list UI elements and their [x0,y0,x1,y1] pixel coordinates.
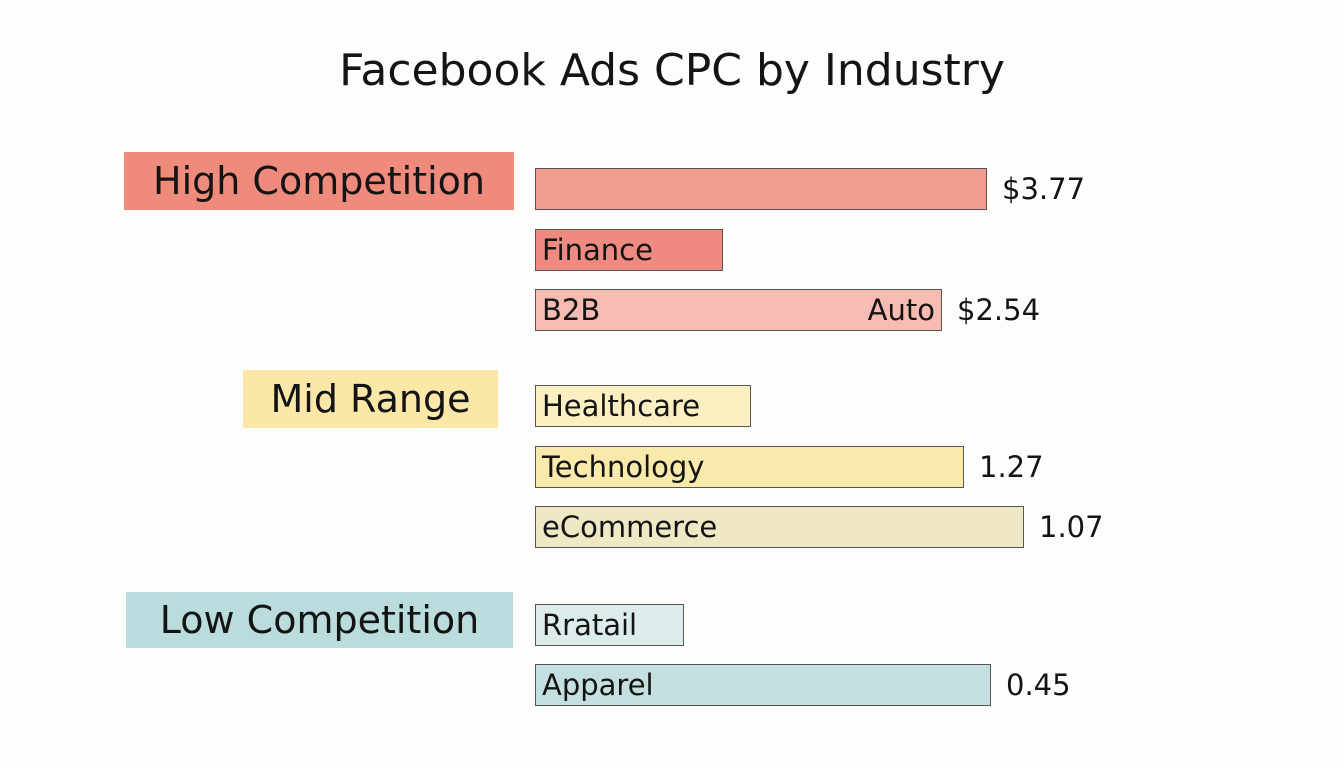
value-label: 1.27 [979,450,1044,484]
bar: eCommerce [535,506,1024,548]
bar-label: eCommerce [542,510,718,544]
group-label: Low Competition [126,592,513,648]
bar: Rratail [535,604,684,646]
bar-label: B2B [542,293,601,327]
bar-label: Technology [542,450,705,484]
value-label: $2.54 [957,293,1041,327]
bar: Apparel [535,664,991,706]
bar: B2B Auto [535,289,942,331]
bar: Finance [535,229,723,271]
value-label: $3.77 [1002,172,1086,206]
group-label: Mid Range [243,370,498,428]
bar-label: Healthcare [542,389,701,423]
bar-label: Rratail [542,608,638,642]
value-label: 1.07 [1039,510,1104,544]
title: Facebook Ads CPC by Industry [339,45,1005,96]
bar-label-right: Auto [867,293,935,327]
bar: Technology [535,446,964,488]
bar [535,168,987,210]
bar-label: Apparel [542,668,654,702]
bar-label: Finance [542,233,653,267]
group-label: High Competition [124,152,514,210]
value-label: 0.45 [1006,668,1071,702]
bar: Healthcare [535,385,751,427]
